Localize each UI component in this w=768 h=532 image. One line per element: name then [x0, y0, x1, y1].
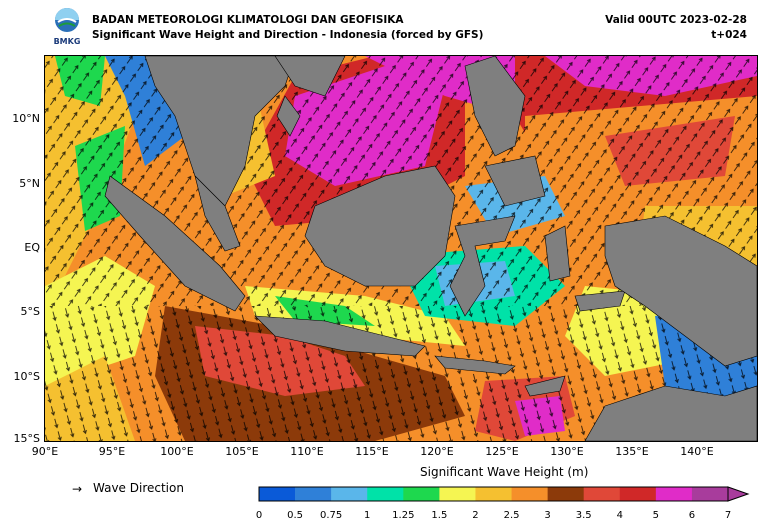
colorbar-cell	[619, 487, 657, 501]
colorbar-cell	[403, 487, 440, 501]
lon-label: 105°E	[225, 445, 259, 458]
lat-label: 5°S	[20, 305, 40, 318]
product-title: Significant Wave Height and Direction - …	[92, 29, 484, 41]
svg-text:BMKG: BMKG	[54, 37, 81, 46]
colorbar-cell	[439, 487, 476, 501]
colorbar-cell	[475, 487, 512, 501]
agency-title: BADAN METEOROLOGI KLIMATOLOGI DAN GEOFIS…	[92, 14, 404, 26]
philippines	[464, 56, 526, 157]
colorbar-cell	[295, 487, 332, 501]
colorbar-tick-label: 4	[616, 510, 623, 521]
lon-label: 125°E	[485, 445, 519, 458]
valid-time: Valid 00UTC 2023-02-28	[605, 14, 747, 26]
java	[254, 315, 426, 357]
lon-label: 95°E	[98, 445, 126, 458]
new-guinea	[604, 215, 757, 367]
colorbar-cell	[367, 487, 404, 501]
colorbar-cell	[259, 487, 296, 501]
lat-label: 10°S	[13, 370, 40, 383]
colorbar-cell	[331, 487, 368, 501]
land-masses	[104, 56, 757, 441]
colorbar-tick-label: 0	[255, 510, 263, 521]
lon-label: 100°E	[160, 445, 194, 458]
colorbar-tick-label: 1.25	[392, 510, 415, 521]
colorbar-title: Significant Wave Height (m)	[420, 465, 589, 479]
colorbar-tick-label: 5	[652, 510, 660, 521]
colorbar-tick-label: 7	[724, 510, 732, 521]
sulawesi	[449, 215, 516, 317]
colorbar-tick-label: 1.5	[431, 510, 448, 521]
lon-label: 120°E	[420, 445, 454, 458]
lon-label: 115°E	[355, 445, 389, 458]
colorbar-tick-label: 6	[688, 510, 696, 521]
colorbar-tick-label: 0.75	[320, 510, 343, 521]
colorbar-tick-label: 2.5	[503, 510, 520, 521]
map-canvas	[45, 56, 757, 441]
colorbar-cell	[547, 487, 584, 501]
arrow-legend-label: Wave Direction	[93, 481, 184, 495]
colorbar-cell	[511, 487, 548, 501]
australia	[584, 385, 757, 441]
lat-label: 15°S	[13, 432, 40, 445]
lon-label: 130°E	[550, 445, 584, 458]
colorbar-cell	[583, 487, 621, 501]
colorbar-tick-label: 3.5	[575, 510, 592, 521]
colorbar-cell	[691, 487, 729, 501]
colorbar-cell	[655, 487, 693, 501]
bmkg-logo: BMKG	[50, 6, 84, 46]
colorbar-extend-arrow	[727, 486, 750, 502]
arrow-legend-icon: →	[72, 482, 83, 496]
colorbar-tick-label: 1	[364, 510, 371, 521]
colorbar	[258, 486, 750, 502]
colorbar-tick-label: 3	[544, 510, 551, 521]
borneo	[304, 165, 456, 287]
colorbar-tick-label: 2	[472, 510, 479, 521]
colorbar-tick-label: 0.5	[287, 510, 304, 521]
lon-label: 140°E	[680, 445, 714, 458]
lat-label: 5°N	[19, 177, 40, 190]
sumatra	[104, 175, 246, 312]
lat-label: 10°N	[12, 112, 40, 125]
lead-time: t+024	[711, 29, 747, 41]
lon-label: 135°E	[615, 445, 649, 458]
lon-label: 90°E	[31, 445, 59, 458]
lat-label: EQ	[24, 241, 40, 254]
wave-height-map	[44, 55, 758, 442]
lon-label: 110°E	[290, 445, 324, 458]
